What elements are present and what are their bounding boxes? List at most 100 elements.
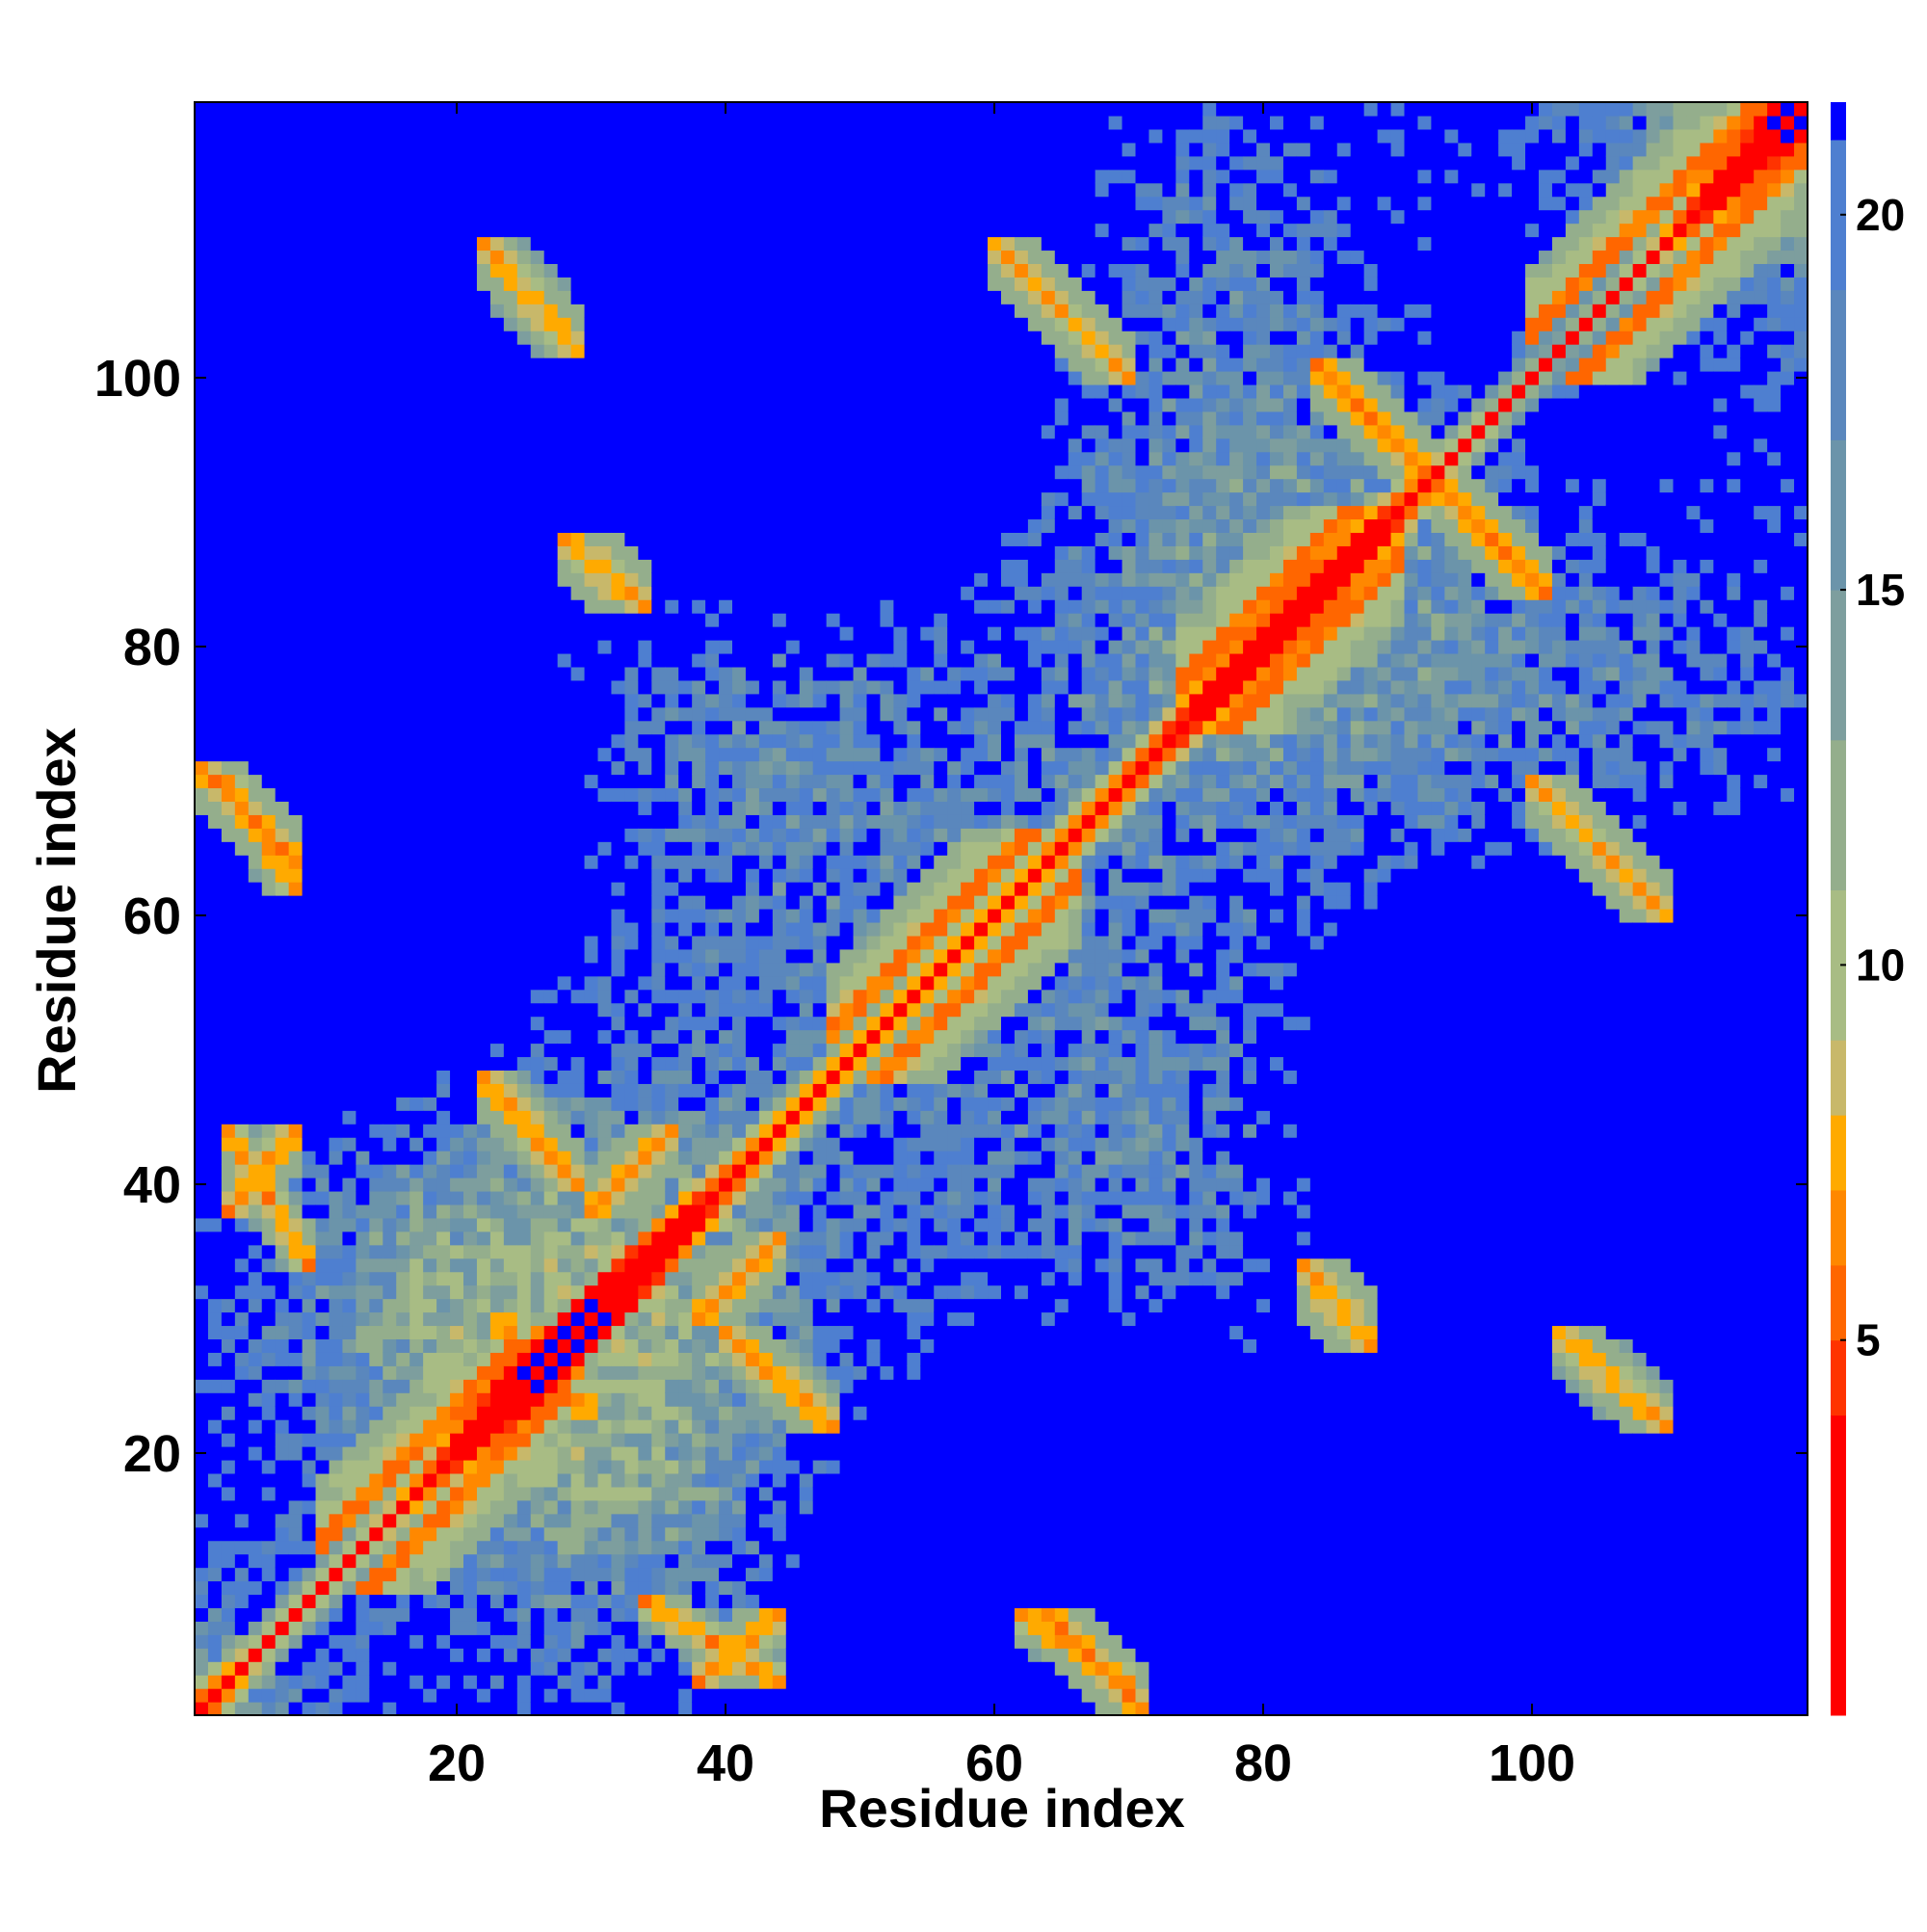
heatmap-cell — [396, 102, 410, 117]
heatmap-cell — [476, 814, 491, 829]
heatmap-cell — [651, 693, 666, 708]
heatmap-cell — [719, 1607, 733, 1622]
heatmap-cell — [745, 1580, 760, 1596]
heatmap-cell — [195, 814, 209, 829]
heatmap-cell — [234, 1217, 250, 1232]
heatmap-cell — [195, 1110, 209, 1125]
heatmap-cell — [329, 559, 344, 573]
heatmap-cell — [221, 196, 236, 211]
heatmap-cell — [719, 1178, 733, 1192]
heatmap-cell — [329, 1406, 344, 1420]
heatmap-cell — [678, 1499, 693, 1515]
heatmap-cell — [557, 882, 572, 896]
heatmap-cell — [261, 1029, 277, 1045]
heatmap-cell — [248, 1513, 263, 1528]
heatmap-cell — [543, 1352, 559, 1366]
heatmap-cell — [356, 1325, 370, 1339]
heatmap-cell — [557, 1002, 572, 1018]
heatmap-cell — [543, 693, 559, 708]
heatmap-cell — [302, 290, 317, 304]
heatmap-cell — [584, 1419, 599, 1434]
heatmap-cell — [732, 1675, 747, 1689]
heatmap-cell — [732, 948, 747, 964]
heatmap-cell — [651, 1338, 666, 1353]
heatmap-cell — [557, 1124, 572, 1138]
heatmap-cell — [678, 613, 693, 627]
heatmap-cell — [705, 1016, 720, 1031]
heatmap-cell — [302, 1083, 317, 1098]
heatmap-cell — [329, 1365, 344, 1380]
heatmap-cell — [234, 505, 250, 520]
heatmap-cell — [516, 774, 532, 789]
heatmap-cell — [476, 948, 491, 964]
heatmap-cell — [315, 236, 330, 251]
heatmap-cell — [557, 1178, 572, 1192]
heatmap-cell — [436, 733, 451, 749]
heatmap-cell — [195, 357, 209, 372]
heatmap-cell — [705, 142, 720, 157]
heatmap-cell — [732, 1002, 747, 1018]
heatmap-cell — [383, 1472, 397, 1488]
heatmap-cell — [570, 652, 586, 668]
heatmap-cell — [692, 1298, 706, 1313]
heatmap-cell — [665, 1567, 679, 1582]
heatmap-cell — [624, 1311, 639, 1327]
heatmap-cell — [302, 1204, 317, 1219]
heatmap-cell — [234, 451, 250, 466]
heatmap-cell — [396, 935, 410, 950]
heatmap-cell — [503, 1178, 518, 1192]
heatmap-cell — [745, 1056, 760, 1071]
heatmap-cell — [692, 1097, 706, 1111]
heatmap-cell — [530, 424, 545, 439]
heatmap-cell — [678, 828, 693, 842]
heatmap-cell — [221, 545, 236, 560]
heatmap-cell — [302, 882, 317, 896]
heatmap-cell — [409, 478, 424, 493]
heatmap-cell — [624, 1217, 639, 1232]
heatmap-cell — [288, 895, 304, 910]
heatmap-cell — [570, 828, 586, 842]
heatmap-cell — [383, 882, 397, 896]
heatmap-cell — [638, 801, 652, 815]
heatmap-cell — [665, 142, 679, 157]
heatmap-cell — [261, 169, 277, 184]
heatmap-cell — [356, 437, 370, 453]
heatmap-cell — [396, 1217, 410, 1232]
heatmap-cell — [584, 1433, 599, 1447]
heatmap-cell — [557, 437, 572, 453]
heatmap-cell — [503, 545, 518, 560]
heatmap-cell — [423, 679, 437, 695]
heatmap-cell — [597, 1137, 613, 1151]
heatmap-cell — [315, 196, 330, 211]
heatmap-cell — [597, 1244, 613, 1259]
heatmap-cell — [584, 760, 599, 776]
heatmap-cell — [503, 572, 518, 587]
heatmap-cell — [436, 344, 451, 358]
heatmap-cell — [651, 640, 666, 654]
heatmap-cell — [611, 1392, 625, 1407]
heatmap-cell — [450, 559, 464, 573]
heatmap-cell — [570, 1178, 586, 1192]
heatmap-cell — [651, 223, 666, 238]
heatmap-cell — [195, 1675, 209, 1689]
heatmap-cell — [692, 1178, 706, 1192]
heatmap-cell — [423, 169, 437, 184]
heatmap-cell — [288, 989, 304, 1004]
heatmap-cell — [423, 1526, 437, 1542]
heatmap-cell — [624, 1043, 639, 1058]
heatmap-cell — [221, 1056, 236, 1071]
heatmap-cell — [543, 1540, 559, 1555]
heatmap-cell — [516, 1634, 532, 1649]
heatmap-cell — [489, 640, 505, 654]
heatmap-cell — [369, 1513, 383, 1528]
heatmap-cell — [423, 989, 437, 1004]
heatmap-cell — [543, 1231, 559, 1246]
heatmap-cell — [557, 1459, 572, 1474]
heatmap-cell — [489, 1526, 505, 1542]
heatmap-cell — [732, 545, 747, 560]
heatmap-cell — [692, 720, 706, 735]
heatmap-cell — [450, 1002, 464, 1018]
heatmap-cell — [584, 679, 599, 695]
heatmap-cell — [356, 1284, 370, 1300]
heatmap-cell — [624, 451, 639, 466]
